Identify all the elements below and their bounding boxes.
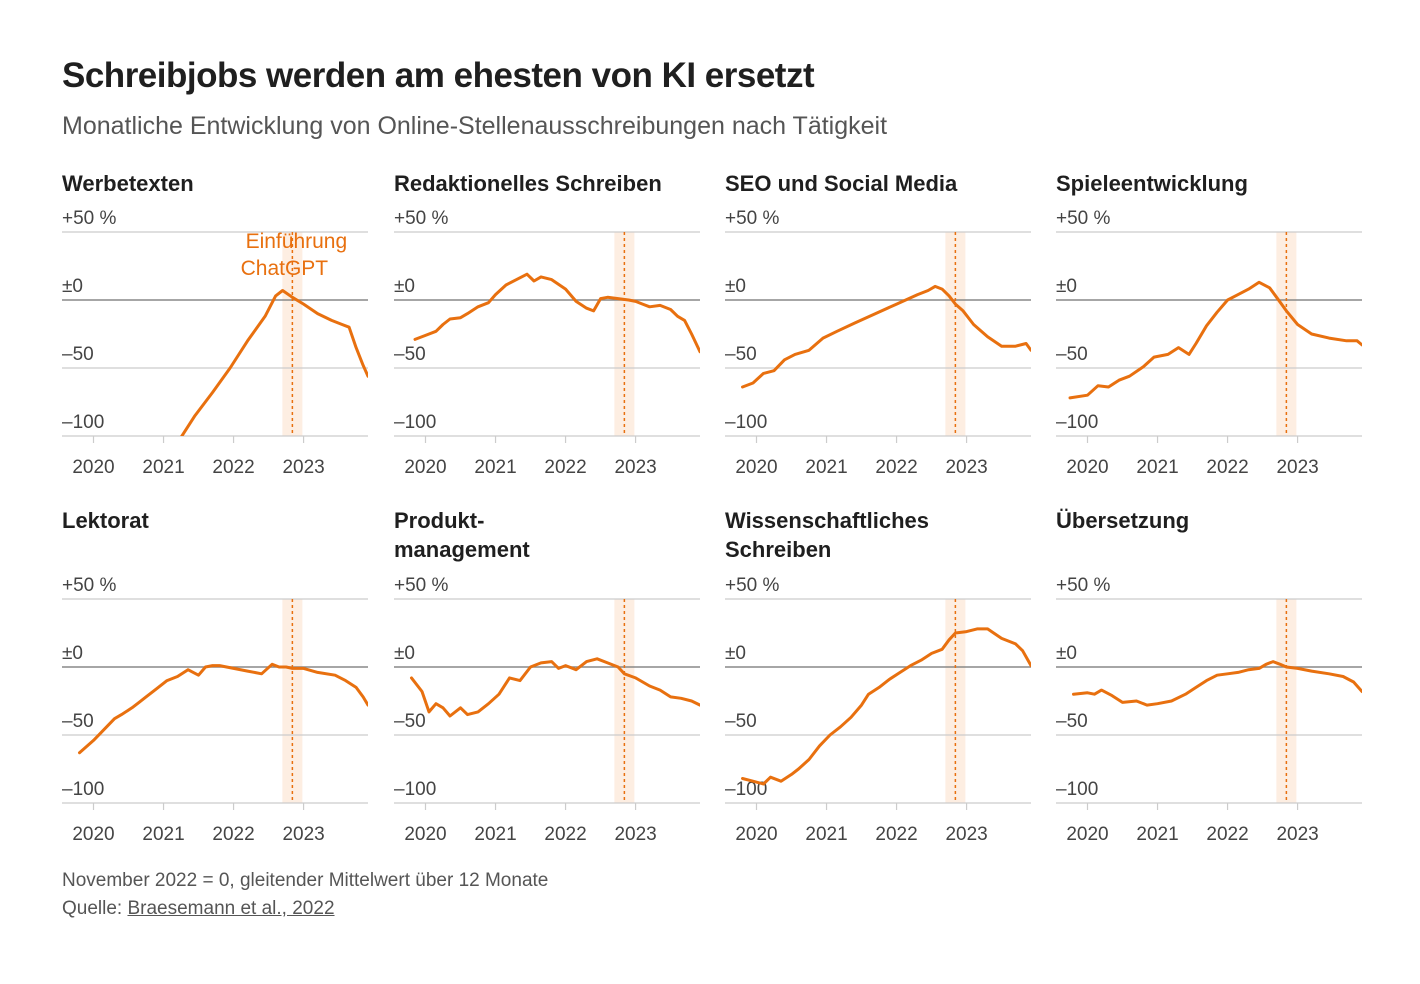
y-tick-label: +50 % [1056,208,1111,229]
chart-panel: +50 % ±0 –50 –100 2020 2021 2022 2023 [394,208,700,478]
x-tick-label: 2022 [875,824,917,845]
y-tick-label: –100 [1056,779,1098,800]
chart-panel: +50 % ±0 –50 –100 2020 2021 2022 2023 [725,208,1031,478]
panel-title: Werbetexten [62,171,194,196]
panel-title: Lektorat [62,508,149,533]
y-tick-label: ±0 [725,276,746,297]
chart-panel: +50 % ±0 –50 –100 2020 2021 2022 2023 [725,575,1031,845]
x-tick-label: 2022 [212,824,254,845]
y-tick-label: ±0 [62,276,83,297]
x-tick-label: 2022 [1206,457,1248,478]
footer-note: November 2022 = 0, gleitender Mittelwert… [62,870,549,891]
y-tick-label: –100 [725,779,767,800]
x-tick-label: 2021 [1136,457,1178,478]
x-tick-label: 2022 [544,457,586,478]
x-tick-label: 2023 [1276,457,1318,478]
annotation-line2: ChatGPT [241,257,329,280]
y-tick-label: –100 [1056,412,1098,433]
x-tick-label: 2021 [474,457,516,478]
y-tick-label: +50 % [394,208,449,229]
chart-panel: +50 % ±0 –50 –100 2020 2021 2022 2023 [394,575,700,845]
x-tick-label: 2020 [72,457,114,478]
x-tick-label: 2023 [614,457,656,478]
x-tick-label: 2023 [1276,824,1318,845]
y-tick-label: –50 [725,711,757,732]
y-tick-label: –50 [394,344,426,365]
y-tick-label: +50 % [62,208,117,229]
x-tick-label: 2022 [544,824,586,845]
series-line [410,657,700,718]
panel-title: Übersetzung [1056,508,1190,533]
x-tick-label: 2021 [474,824,516,845]
annotation-line1: Einführung [246,230,348,253]
x-tick-label: 2022 [1206,824,1248,845]
x-tick-label: 2021 [1136,824,1178,845]
x-tick-label: 2021 [142,824,184,845]
y-tick-label: +50 % [725,575,780,596]
y-tick-label: –50 [725,344,757,365]
y-tick-label: –50 [1056,711,1088,732]
series-line [78,662,368,755]
x-tick-label: 2020 [735,824,777,845]
chart-panel: +50 % ±0 –50 –100 2020 2021 2022 2023 Einführung… [62,208,368,478]
y-tick-label: ±0 [394,643,415,664]
y-tick-label: –100 [62,779,104,800]
panel-title: SEO und Social Media [725,171,958,196]
chart-panel: +50 % ±0 –50 –100 2020 2021 2022 2023 [1056,575,1362,845]
source-prefix: Quelle: [62,898,128,919]
panel-title: Spieleentwicklung [1056,171,1248,196]
x-tick-label: 2020 [735,457,777,478]
x-tick-label: 2020 [1066,457,1108,478]
y-tick-label: –50 [62,711,94,732]
panel-title: Produkt-management [394,508,530,562]
series-line [741,284,1031,389]
y-tick-label: ±0 [62,643,83,664]
x-tick-label: 2022 [212,457,254,478]
y-tick-label: ±0 [1056,643,1077,664]
x-tick-label: 2022 [875,457,917,478]
y-tick-label: ±0 [725,643,746,664]
series-line [741,627,1031,786]
x-tick-label: 2021 [805,824,847,845]
series-line [1072,660,1362,707]
y-tick-label: –100 [394,412,436,433]
x-tick-label: 2023 [945,824,987,845]
y-tick-label: +50 % [62,575,117,596]
y-tick-label: +50 % [1056,575,1111,596]
x-tick-label: 2020 [72,824,114,845]
panel-title: Wissenschaftliches Schreiben [725,508,929,562]
y-tick-label: –50 [1056,344,1088,365]
panel-title: Redaktionelles Schreiben [394,171,662,196]
y-tick-label: +50 % [725,208,780,229]
chart-panel: +50 % ±0 –50 –100 2020 2021 2022 2023 [1056,208,1362,478]
y-tick-label: –100 [725,412,767,433]
x-tick-label: 2021 [805,457,847,478]
series-line [413,272,700,354]
x-tick-label: 2023 [614,824,656,845]
x-tick-label: 2023 [282,824,324,845]
series-line [180,289,368,436]
chart-panel: +50 % ±0 –50 –100 2020 2021 2022 2023 [62,575,368,845]
x-tick-label: 2020 [404,824,446,845]
series-line [1068,280,1362,400]
y-tick-label: ±0 [1056,276,1077,297]
page-title: Schreibjobs werden am ehesten von KI ers… [62,56,815,95]
y-tick-label: –50 [62,344,94,365]
y-tick-label: +50 % [394,575,449,596]
y-tick-label: –50 [394,711,426,732]
y-tick-label: –100 [62,412,104,433]
y-tick-label: ±0 [394,276,415,297]
x-tick-label: 2023 [282,457,324,478]
page-subtitle: Monatliche Entwicklung von Online-Stelle… [62,112,888,140]
x-tick-label: 2020 [404,457,446,478]
x-tick-label: 2023 [945,457,987,478]
source-link[interactable]: Braesemann et al., 2022 [127,898,335,919]
x-tick-label: 2021 [142,457,184,478]
y-tick-label: –100 [394,779,436,800]
x-tick-label: 2020 [1066,824,1108,845]
footer-source: Quelle: Braesemann et al., 2022 [62,898,335,920]
